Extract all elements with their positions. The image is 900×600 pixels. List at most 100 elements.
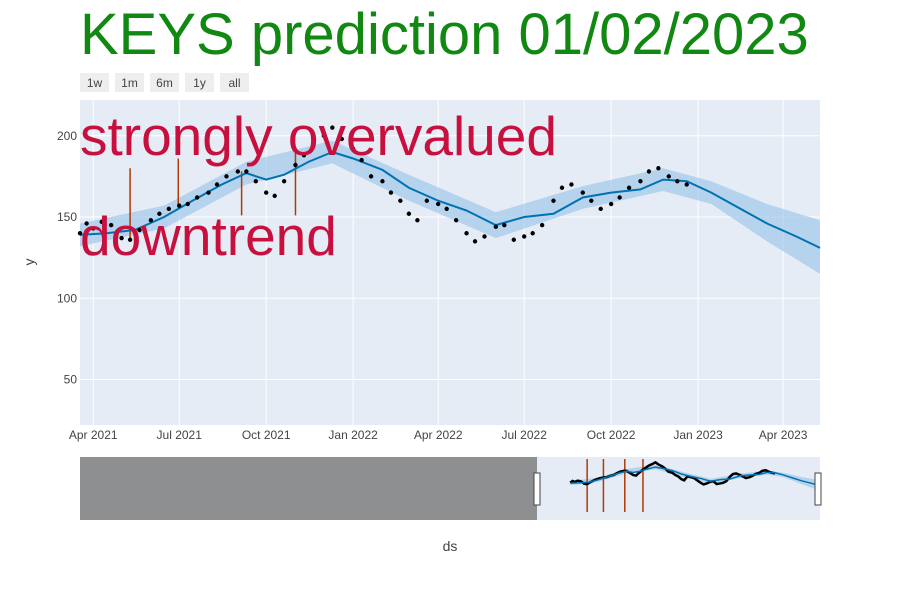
observed-point <box>177 203 182 208</box>
observed-point <box>77 231 83 236</box>
observed-point <box>91 226 96 231</box>
observed-point <box>521 234 527 239</box>
observed-point <box>656 166 661 171</box>
observed-point <box>194 195 200 200</box>
x-tick-label: Jul 2022 <box>502 428 548 442</box>
observed-point <box>127 237 133 242</box>
range-slider-changepoints <box>586 459 644 512</box>
observed-point <box>119 235 124 241</box>
observed-point <box>108 222 114 228</box>
x-tick-label: Jul 2021 <box>157 428 203 442</box>
observed-point <box>339 136 344 142</box>
range-all-button[interactable]: all <box>220 73 249 92</box>
observed-point <box>472 239 478 244</box>
observed-point <box>263 190 269 195</box>
observed-point <box>148 218 154 223</box>
x-tick-label: Oct 2022 <box>587 428 636 442</box>
observed-point <box>293 162 298 168</box>
range-1w-button[interactable]: 1w <box>80 73 109 92</box>
chart-title: KEYS prediction 01/02/2023 <box>80 2 809 67</box>
observed-point <box>206 190 211 195</box>
observed-point <box>350 146 356 151</box>
observed-point <box>398 198 403 203</box>
observed-point <box>638 179 643 184</box>
annotation-trend: downtrend <box>80 205 337 267</box>
observed-point <box>214 182 220 187</box>
observed-point <box>244 169 249 174</box>
observed-point <box>301 153 307 158</box>
observed-point <box>569 182 574 187</box>
observed-point <box>551 198 556 203</box>
observed-point <box>435 201 441 207</box>
range-1m-button[interactable]: 1m <box>115 73 144 92</box>
observed-point <box>617 195 622 200</box>
y-tick-label: 100 <box>57 291 77 305</box>
observed-point <box>185 201 190 207</box>
observed-point <box>493 224 499 229</box>
annotation-valuation: strongly overvalued <box>80 105 557 167</box>
observed-point <box>359 157 364 163</box>
range-slider[interactable] <box>80 457 822 520</box>
x-tick-label: Apr 2023 <box>759 428 808 442</box>
observed-point <box>311 141 316 147</box>
uncertainty-band <box>80 140 820 274</box>
observed-point <box>368 174 374 179</box>
observed-point <box>580 190 585 195</box>
observed-point <box>539 222 545 228</box>
y-axis-ticks: 50 100 150 200 <box>57 129 77 387</box>
observed-point <box>530 231 535 236</box>
observed-point <box>453 218 459 223</box>
observed-point <box>502 222 507 228</box>
observed-point <box>444 206 449 212</box>
observed-point <box>253 179 258 184</box>
range-6m-button[interactable]: 6m <box>150 73 179 92</box>
x-tick-label: Jan 2022 <box>328 428 378 442</box>
trend-line <box>79 150 821 249</box>
range-1y-button[interactable]: 1y <box>185 73 214 92</box>
observed-point <box>166 206 172 212</box>
observed-point <box>559 185 565 190</box>
observed-point <box>224 174 229 179</box>
x-axis-ticks: Apr 2021 Jul 2021 Oct 2021 Jan 2022 Apr 2022… <box>69 428 808 442</box>
range-slider-right-handle[interactable] <box>814 472 822 506</box>
observed-point <box>84 221 89 226</box>
changepoint-lines <box>129 147 297 239</box>
y-tick-label: 150 <box>57 210 77 224</box>
observed-point <box>330 125 335 130</box>
x-tick-label: Jan 2023 <box>673 428 723 442</box>
gridlines <box>80 100 820 425</box>
observed-point <box>511 237 516 242</box>
observed-point <box>388 190 394 195</box>
observed-point <box>646 169 652 174</box>
observed-point <box>281 179 287 184</box>
x-tick-label: Oct 2021 <box>242 428 291 442</box>
range-slider-trend <box>570 466 821 487</box>
observed-point <box>137 227 142 233</box>
observed-point <box>235 169 241 174</box>
plot-area[interactable] <box>80 100 820 425</box>
observed-point <box>464 231 469 236</box>
observed-point <box>424 198 430 203</box>
range-slider-unselected-mask <box>80 457 537 520</box>
x-tick-label: Apr 2022 <box>414 428 463 442</box>
observed-point <box>598 206 603 212</box>
observed-point <box>157 211 162 216</box>
observed-point <box>666 174 671 179</box>
y-tick-label: 200 <box>57 129 77 143</box>
range-slider-left-handle[interactable] <box>533 472 541 506</box>
y-tick-label: 50 <box>64 373 78 387</box>
y-axis-label: y <box>21 259 37 266</box>
observed-point <box>589 198 594 203</box>
observed-point <box>415 218 420 223</box>
observed-point <box>99 219 104 225</box>
observed-point <box>321 133 327 138</box>
observed-point <box>406 211 412 216</box>
observed-point <box>482 234 487 239</box>
x-tick-label: Apr 2021 <box>69 428 118 442</box>
observed-point <box>380 179 385 184</box>
observed-point <box>272 193 277 199</box>
x-axis-label: ds <box>443 538 458 554</box>
observed-points <box>77 125 689 244</box>
observed-point <box>626 185 632 190</box>
